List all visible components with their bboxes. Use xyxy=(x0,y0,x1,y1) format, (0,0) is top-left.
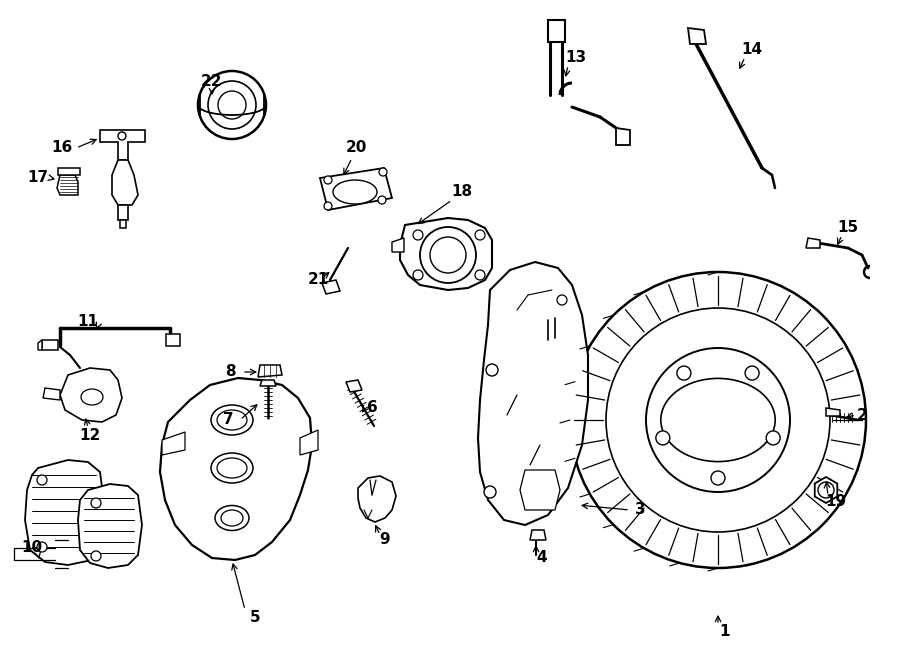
Circle shape xyxy=(677,366,691,380)
Ellipse shape xyxy=(217,458,247,478)
Polygon shape xyxy=(478,262,588,525)
Circle shape xyxy=(324,176,332,184)
Circle shape xyxy=(557,295,567,305)
Text: 9: 9 xyxy=(380,533,391,547)
Polygon shape xyxy=(260,380,276,386)
Text: 14: 14 xyxy=(742,42,762,58)
Circle shape xyxy=(656,431,670,445)
Text: 22: 22 xyxy=(202,75,223,89)
Polygon shape xyxy=(346,380,362,392)
Polygon shape xyxy=(118,205,128,220)
Polygon shape xyxy=(57,175,78,195)
Polygon shape xyxy=(688,28,706,44)
Polygon shape xyxy=(548,20,565,42)
Polygon shape xyxy=(320,168,392,210)
Ellipse shape xyxy=(221,510,243,526)
Circle shape xyxy=(378,196,386,204)
Circle shape xyxy=(646,348,790,492)
Circle shape xyxy=(818,482,834,498)
Polygon shape xyxy=(120,220,126,228)
Text: 1: 1 xyxy=(720,625,730,639)
Text: 3: 3 xyxy=(634,502,645,518)
Polygon shape xyxy=(258,365,282,377)
Text: 8: 8 xyxy=(225,364,235,379)
Text: 11: 11 xyxy=(77,315,98,329)
Polygon shape xyxy=(166,334,180,346)
Circle shape xyxy=(570,272,866,568)
Circle shape xyxy=(413,230,423,240)
Text: 7: 7 xyxy=(222,412,233,428)
Ellipse shape xyxy=(211,405,253,435)
Circle shape xyxy=(475,270,485,280)
Ellipse shape xyxy=(81,389,103,405)
Ellipse shape xyxy=(217,410,247,430)
Text: 6: 6 xyxy=(366,401,377,416)
Ellipse shape xyxy=(198,71,266,139)
Ellipse shape xyxy=(333,180,377,204)
Text: 5: 5 xyxy=(249,611,260,625)
Circle shape xyxy=(486,364,498,376)
Text: 10: 10 xyxy=(22,541,42,555)
Polygon shape xyxy=(162,432,185,455)
Circle shape xyxy=(379,168,387,176)
Polygon shape xyxy=(112,160,138,205)
Polygon shape xyxy=(806,238,820,248)
Circle shape xyxy=(766,431,780,445)
Polygon shape xyxy=(814,477,837,503)
Circle shape xyxy=(711,471,725,485)
Circle shape xyxy=(37,475,47,485)
Text: 16: 16 xyxy=(51,141,73,155)
Circle shape xyxy=(91,551,101,561)
Polygon shape xyxy=(42,340,58,350)
Circle shape xyxy=(37,542,47,552)
Text: 20: 20 xyxy=(346,141,366,155)
Text: 13: 13 xyxy=(565,50,587,65)
Polygon shape xyxy=(60,368,122,422)
Text: 15: 15 xyxy=(837,221,859,235)
Polygon shape xyxy=(58,168,80,175)
Circle shape xyxy=(484,486,496,498)
Ellipse shape xyxy=(208,81,256,129)
Text: 2: 2 xyxy=(857,407,868,422)
Text: 21: 21 xyxy=(308,272,328,288)
Polygon shape xyxy=(400,218,492,290)
Polygon shape xyxy=(300,430,318,455)
Circle shape xyxy=(745,366,759,380)
Circle shape xyxy=(475,230,485,240)
Polygon shape xyxy=(100,130,145,160)
Polygon shape xyxy=(520,470,560,510)
Polygon shape xyxy=(358,476,396,522)
Polygon shape xyxy=(616,128,630,145)
Circle shape xyxy=(430,237,466,273)
Polygon shape xyxy=(38,340,42,350)
Circle shape xyxy=(420,227,476,283)
Text: 4: 4 xyxy=(536,551,547,566)
Circle shape xyxy=(91,498,101,508)
Text: 19: 19 xyxy=(825,494,847,510)
Polygon shape xyxy=(392,238,404,252)
Text: 18: 18 xyxy=(452,184,472,200)
Text: 17: 17 xyxy=(27,171,49,186)
Circle shape xyxy=(413,270,423,280)
Polygon shape xyxy=(43,388,60,400)
Polygon shape xyxy=(322,280,340,294)
Ellipse shape xyxy=(661,378,775,461)
Polygon shape xyxy=(25,460,105,565)
Polygon shape xyxy=(160,378,312,560)
Text: 12: 12 xyxy=(79,428,101,442)
Polygon shape xyxy=(78,484,142,568)
Ellipse shape xyxy=(215,506,249,531)
Polygon shape xyxy=(826,408,840,416)
Circle shape xyxy=(118,132,126,140)
Circle shape xyxy=(324,202,332,210)
Ellipse shape xyxy=(218,91,246,119)
Polygon shape xyxy=(530,530,546,540)
Ellipse shape xyxy=(211,453,253,483)
